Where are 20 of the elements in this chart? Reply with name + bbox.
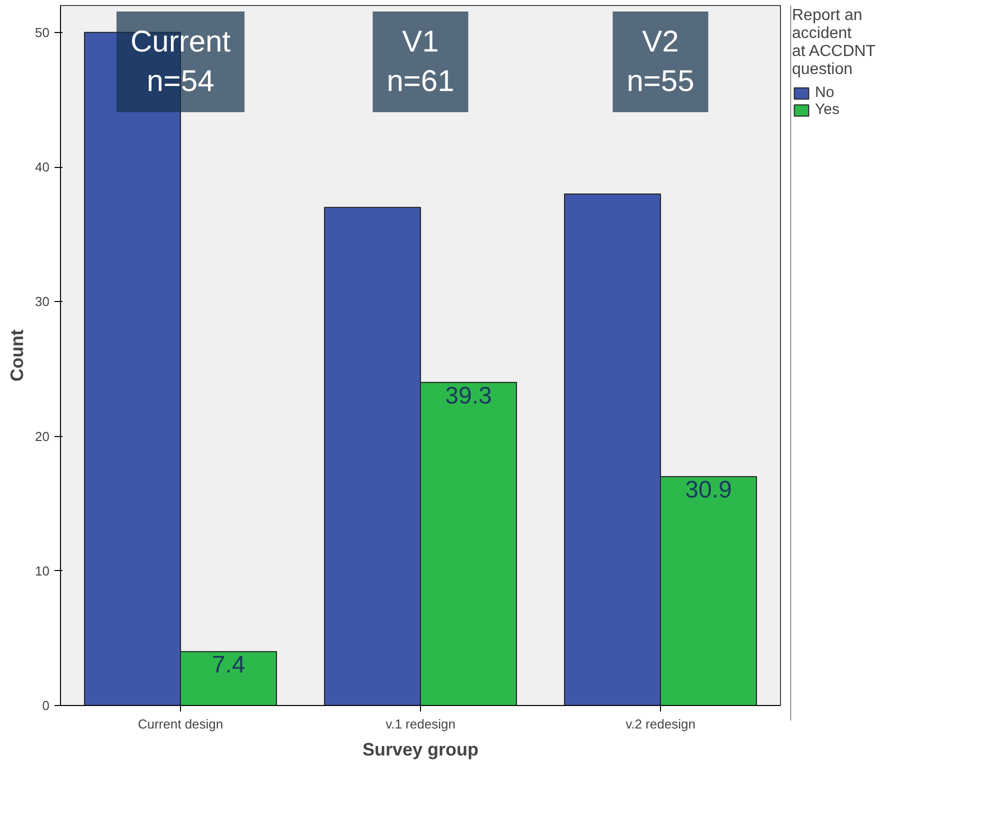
y-axis-title: Count <box>7 330 28 382</box>
annotation: 39.3 <box>445 382 492 410</box>
y-tick-label: 10 <box>35 563 50 578</box>
y-tick-label: 0 <box>42 698 50 713</box>
annotation: 30.9 <box>685 476 732 504</box>
legend-title: Report an accident at ACCDNT question <box>792 7 876 79</box>
y-tick-label: 20 <box>35 428 50 444</box>
annotation: V1 n=61 <box>386 26 454 98</box>
x-tick-label: v.2 redesign <box>626 716 696 732</box>
x-tick-label: Current design <box>138 716 224 732</box>
annotation: V2 n=55 <box>626 26 694 98</box>
x-tick-label: v.1 redesign <box>386 716 456 732</box>
y-tick-label: 30 <box>35 294 50 310</box>
x-axis-title: Survey group <box>362 740 479 760</box>
legend-label: No <box>815 84 835 101</box>
annotation: 7.4 <box>212 652 246 679</box>
y-tick-label: 40 <box>35 160 50 175</box>
legend-label: Yes <box>815 101 840 118</box>
y-tick-label: 50 <box>35 24 50 40</box>
annotation: Current n=54 <box>130 26 232 98</box>
